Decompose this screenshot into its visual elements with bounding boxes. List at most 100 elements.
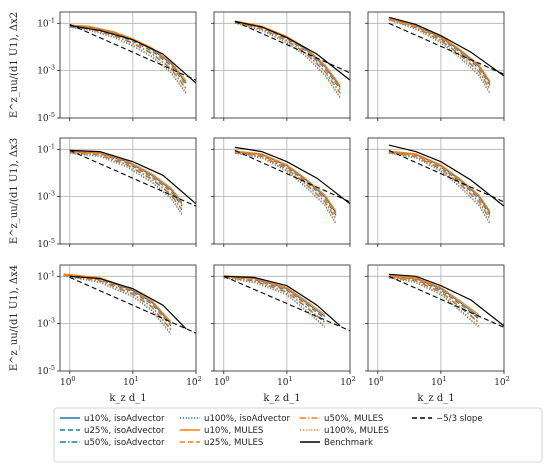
x-tick-label: 102 [494, 375, 510, 388]
slope-line [388, 275, 504, 328]
x-axis-label: k_z d_1 [417, 393, 454, 404]
x-tick-label: 100 [368, 375, 384, 388]
y-tick-label: 10-1 [37, 269, 55, 282]
y-tick-label: 10-5 [37, 237, 55, 250]
x-tick-label: 101 [431, 375, 447, 388]
legend-label: u10%, MULES [204, 426, 263, 436]
series-line [223, 275, 326, 319]
x-axis-label: k_z d_1 [109, 393, 146, 404]
slope-line [388, 22, 504, 75]
series-line [388, 151, 491, 219]
x-axis-label: k_z d_1 [263, 393, 300, 404]
slope-line [234, 149, 350, 203]
plot-area [388, 144, 504, 225]
y-tick-label: 10-3 [37, 190, 55, 203]
slope-line [69, 276, 196, 334]
series-line [69, 152, 183, 214]
panel-r0c0: 10-1 10-3 10-5 [37, 11, 197, 124]
panel-r2c2: 100 101 102 [365, 264, 510, 388]
series-line [234, 151, 337, 219]
series-line [234, 150, 337, 212]
series-line [234, 21, 341, 90]
slope-line [69, 149, 196, 207]
series-line [223, 276, 326, 323]
x-tick-label: 100 [60, 375, 76, 388]
axes-frame [367, 264, 505, 372]
series-line [63, 274, 172, 330]
y-tick-label: 10-1 [37, 142, 55, 155]
series-line [69, 152, 183, 215]
plot-area [234, 20, 350, 99]
series-line [234, 151, 337, 215]
series-line [388, 152, 491, 223]
series-line [69, 26, 187, 90]
series-line [234, 20, 341, 89]
series-line [234, 21, 341, 94]
panel-r2c1: 100 101 102 [211, 264, 356, 388]
legend-label: u25%, isoAdvector [84, 426, 165, 436]
series-line [388, 17, 491, 85]
series-line [69, 25, 187, 86]
benchmark-line [223, 275, 341, 327]
panel-r2c0: 10-1 10-3 10-5 100 101 102 [37, 264, 202, 388]
benchmark-line [234, 20, 350, 81]
y-tick-label: 10-1 [37, 16, 55, 29]
series-line [234, 152, 337, 220]
y-axis-label: E^z_uu/(d1 U1), Δx4 [9, 265, 20, 371]
benchmark-line [69, 149, 196, 205]
series-line [69, 25, 187, 84]
legend-label: Benchmark [324, 438, 373, 448]
plot-area [63, 273, 196, 335]
benchmark-line [69, 275, 187, 330]
series-line [388, 151, 491, 216]
series-line [69, 150, 183, 203]
x-tick-label: 102 [186, 375, 202, 388]
series-line [388, 151, 491, 215]
plot-area [388, 273, 504, 328]
series-line [63, 273, 172, 323]
legend-label: u25%, MULES [204, 438, 263, 448]
series-line [63, 275, 172, 335]
series-line [234, 20, 341, 88]
x-tick-label: 101 [123, 375, 139, 388]
series-line [234, 151, 337, 216]
y-tick-label: 10-3 [37, 64, 55, 77]
series-line [388, 18, 491, 93]
x-tick-label: 100 [214, 375, 230, 388]
series-line [388, 276, 480, 323]
benchmark-line [388, 273, 504, 327]
axes-frame [59, 11, 197, 119]
y-axis-label: E^z_uu/(d1 U1), Δx2 [9, 12, 20, 118]
slope-line [388, 149, 504, 203]
series-line [388, 152, 491, 225]
series-line [223, 276, 326, 324]
y-tick-label: 10-5 [37, 364, 55, 377]
legend: u10%, isoAdvector u25%, isoAdvector u50%, … [53, 407, 543, 463]
series-line [234, 152, 337, 225]
series-line [69, 25, 187, 85]
panel-r1c0: 10-1 10-3 10-5 [37, 137, 197, 250]
x-tick-label: 102 [340, 375, 356, 388]
series-line [388, 275, 480, 316]
plot-area [388, 16, 504, 95]
slope-line [69, 23, 196, 81]
y-tick-label: 10-5 [37, 111, 55, 124]
panel-r0c2 [365, 11, 505, 121]
y-axis-label: E^z_uu/(d1 U1), Δx3 [9, 138, 20, 244]
series-line [69, 151, 183, 206]
series-line [388, 150, 491, 212]
series-line [388, 18, 491, 89]
y-axis-labels: E^z_uu/(d1 U1), Δx2 E^z_uu/(d1 U1), Δx3 E^… [9, 12, 20, 371]
panel-r0c1 [211, 11, 351, 121]
axes-frame [367, 11, 505, 119]
series-line [69, 25, 187, 89]
series-line [388, 275, 480, 319]
plot-area [234, 146, 350, 225]
axes-frame [213, 137, 351, 245]
series-line [388, 276, 480, 324]
series-line [234, 20, 341, 86]
series-line [388, 276, 480, 320]
axes-frame [59, 137, 197, 245]
